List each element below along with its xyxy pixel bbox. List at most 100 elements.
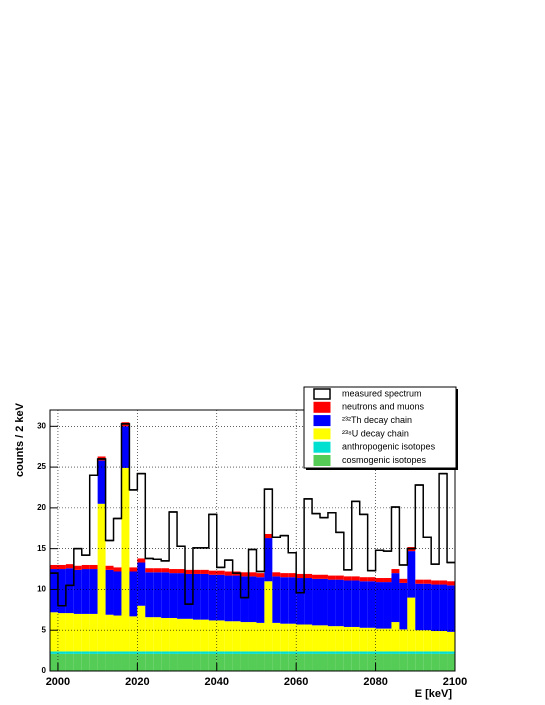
histogram-bar xyxy=(65,653,74,671)
legend-label: anthropogenic isotopes xyxy=(342,442,436,452)
legend-label: measured spectrum xyxy=(342,388,422,398)
histogram-bar xyxy=(129,616,138,652)
histogram-bar xyxy=(145,651,154,654)
histogram-bar xyxy=(129,567,138,572)
histogram-bar xyxy=(304,573,313,579)
histogram-bar xyxy=(129,653,138,671)
histogram-bar xyxy=(185,573,193,619)
histogram-bar xyxy=(169,569,178,574)
histogram-bar xyxy=(73,565,82,570)
histogram-bar xyxy=(335,575,344,580)
histogram-bar xyxy=(415,630,424,652)
histogram-bar xyxy=(81,613,90,652)
histogram-bar xyxy=(296,651,305,654)
histogram-bar xyxy=(375,628,384,652)
histogram-bar xyxy=(296,624,305,652)
histogram-bar xyxy=(185,569,193,574)
histogram-bar xyxy=(216,570,225,575)
histogram-bar xyxy=(304,651,313,654)
histogram-bar xyxy=(327,579,336,627)
x-tick-label: 2100 xyxy=(443,676,467,688)
histogram-bar xyxy=(256,651,265,654)
histogram-bar xyxy=(248,572,257,577)
x-tick-label: 2060 xyxy=(284,676,308,688)
histogram-bar xyxy=(296,573,305,579)
histogram-bar xyxy=(439,631,448,652)
histogram-bar xyxy=(312,651,320,654)
histogram-bar xyxy=(161,651,170,654)
histogram-bar xyxy=(240,572,249,577)
histogram-bar xyxy=(272,653,281,671)
histogram-bar xyxy=(81,651,90,654)
histogram-bar xyxy=(240,622,249,652)
histogram-bar xyxy=(327,653,336,671)
histogram-bar xyxy=(73,613,82,652)
histogram-bar xyxy=(343,580,352,627)
histogram-bar xyxy=(391,622,400,652)
plot-frame xyxy=(49,409,456,672)
histogram-bar xyxy=(423,653,432,671)
histogram-bar xyxy=(177,618,185,652)
histogram-bar xyxy=(383,578,392,583)
y-tick-label: 30 xyxy=(37,421,46,430)
histogram-bar xyxy=(50,569,58,613)
histogram-bar xyxy=(224,571,233,576)
histogram-bar xyxy=(50,564,58,570)
histogram-bar xyxy=(145,653,154,671)
histogram-bar xyxy=(351,653,360,671)
histogram-bar xyxy=(57,564,66,570)
histogram-bar xyxy=(296,578,305,625)
histogram-bar xyxy=(304,653,313,671)
histogram-bar xyxy=(256,573,265,578)
y-tick-label: 15 xyxy=(37,544,46,553)
histogram-bar xyxy=(375,653,384,671)
histogram-bar xyxy=(272,651,281,654)
histogram-bar xyxy=(224,575,233,622)
histogram-bar xyxy=(57,613,66,652)
y-axis-label: counts / 2 keV xyxy=(14,402,26,477)
histogram-bar xyxy=(383,653,392,671)
histogram-bar xyxy=(312,653,320,671)
histogram-bar xyxy=(304,578,313,625)
histogram-bar xyxy=(208,651,217,654)
histogram-bar xyxy=(192,573,201,620)
histogram-bar xyxy=(431,653,440,671)
histogram-bar xyxy=(288,651,297,654)
histogram-bar xyxy=(65,564,74,569)
histogram-bar xyxy=(89,569,98,614)
histogram-bar xyxy=(121,651,130,654)
histogram-bar xyxy=(177,653,185,671)
histogram-bar xyxy=(367,651,376,654)
y-tick-label: 10 xyxy=(37,585,46,594)
histogram-bar xyxy=(97,503,106,652)
histogram-bar xyxy=(50,651,58,654)
histogram-bar xyxy=(153,617,162,652)
histogram-bar xyxy=(145,568,154,573)
histogram-bar xyxy=(121,467,130,652)
histogram-bar xyxy=(224,621,233,652)
legend-swatch xyxy=(313,401,331,413)
histogram-bar xyxy=(81,653,90,671)
histogram-bar xyxy=(335,626,344,652)
histogram-bar xyxy=(343,651,352,654)
histogram-bar xyxy=(248,651,257,654)
histogram-bar xyxy=(73,651,82,654)
histogram-bar xyxy=(367,581,376,628)
histogram-bar xyxy=(407,653,416,671)
histogram-bar xyxy=(224,651,233,654)
y-tick-label: 5 xyxy=(42,625,47,634)
histogram-bar xyxy=(192,653,201,671)
histogram-bar xyxy=(407,551,416,598)
histogram-bar xyxy=(169,651,178,654)
histogram-bar xyxy=(439,651,448,654)
histogram-bar xyxy=(224,653,233,671)
histogram-bar xyxy=(169,617,178,652)
histogram-bar xyxy=(399,578,408,583)
legend-label: cosmogenic isotopes xyxy=(342,455,427,465)
legend-label: neutrons and muons xyxy=(342,402,425,412)
histogram-bar xyxy=(343,626,352,652)
histogram-bar xyxy=(232,621,241,652)
histogram-bar xyxy=(89,651,98,654)
histogram-bar xyxy=(57,651,66,654)
histogram-bar xyxy=(304,624,313,652)
